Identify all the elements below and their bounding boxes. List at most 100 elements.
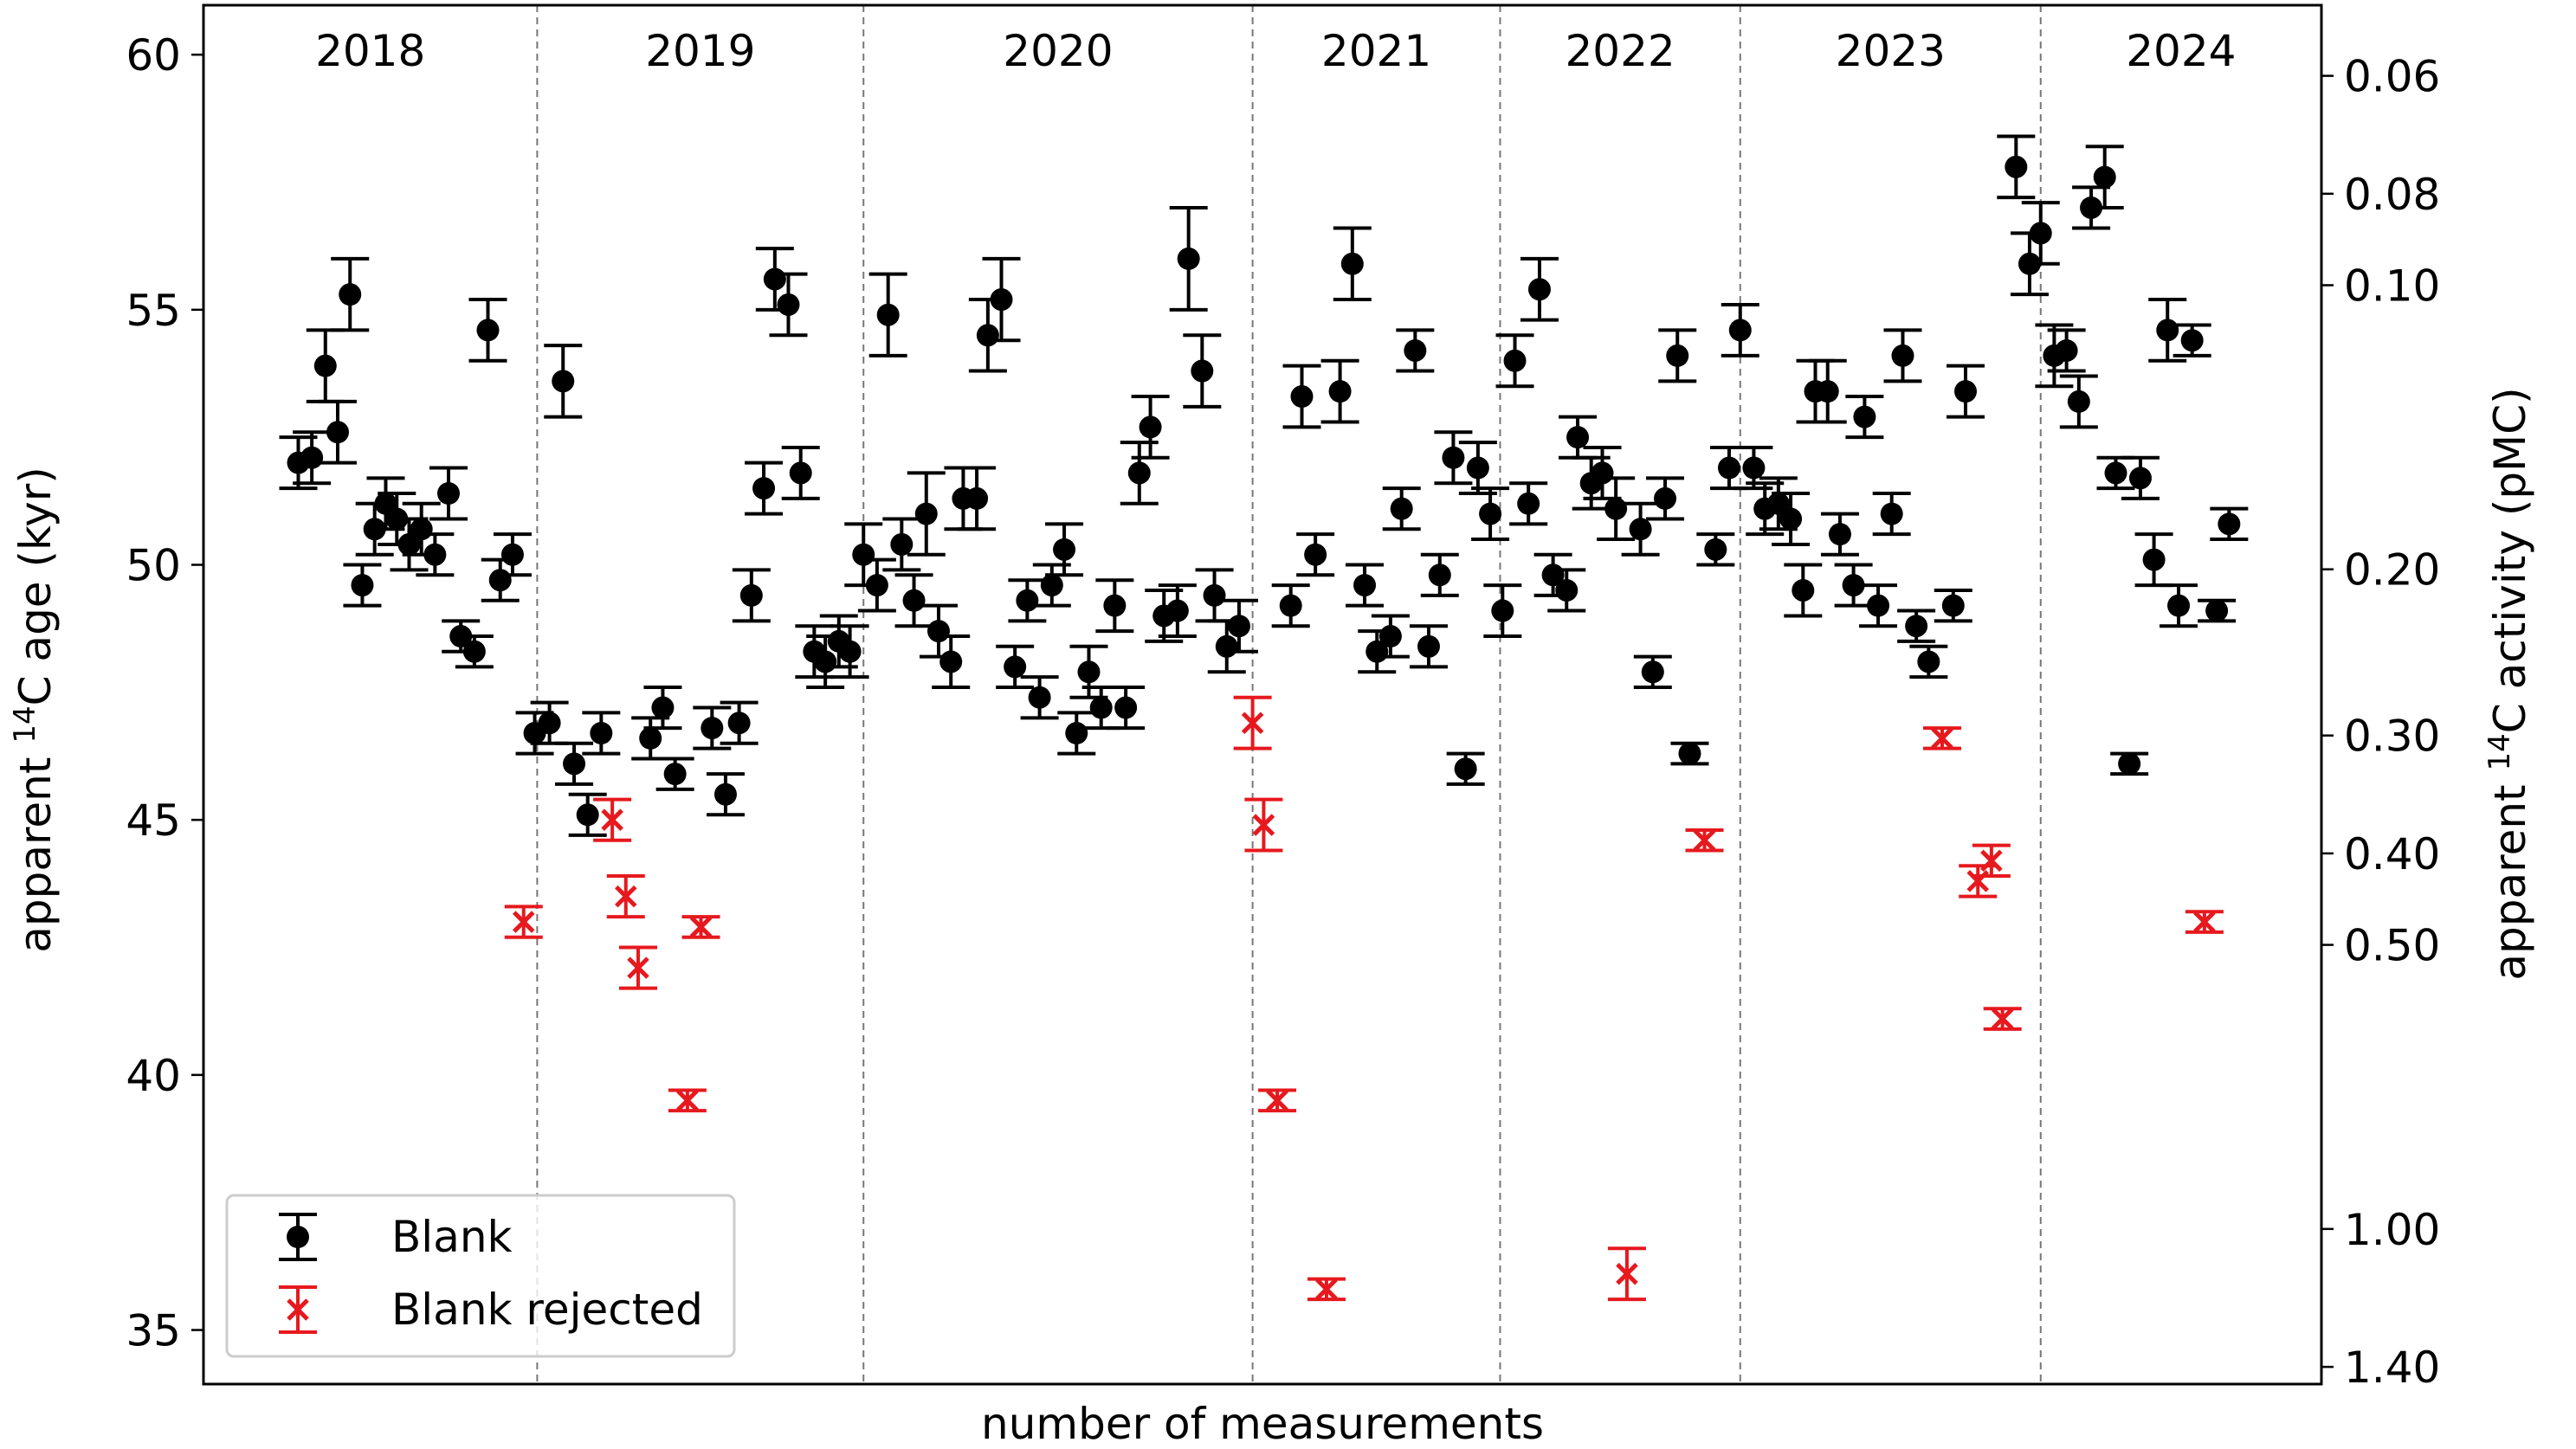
marker-dot — [1404, 338, 1427, 362]
marker-dot — [651, 696, 675, 719]
marker-dot — [1454, 757, 1477, 781]
marker-dot — [852, 543, 875, 566]
year-label: 2022 — [1565, 26, 1675, 76]
year-label: 2024 — [2126, 26, 2236, 76]
marker-dot — [2005, 155, 2028, 178]
marker-dot — [462, 640, 486, 663]
marker-dot — [1842, 574, 1865, 597]
marker-dot — [1065, 721, 1088, 744]
marker-dot — [777, 293, 800, 316]
y-tick-label: 60 — [126, 30, 181, 80]
marker-dot — [2205, 599, 2229, 622]
marker-dot — [423, 543, 447, 566]
marker-dot — [2180, 329, 2204, 352]
marker-dot — [1891, 344, 1914, 367]
marker-dot — [1742, 456, 1766, 480]
marker-dot — [1555, 578, 1579, 602]
y2-tick-label: 1.00 — [2344, 1205, 2440, 1255]
marker-dot — [727, 712, 751, 735]
marker-dot — [1390, 497, 1413, 520]
marker-dot — [287, 1226, 309, 1248]
marker-dot — [1328, 380, 1352, 403]
marker-dot — [2142, 548, 2166, 571]
marker-dot — [1279, 594, 1302, 617]
marker-x — [676, 1089, 699, 1112]
marker-dot — [1792, 578, 1815, 602]
marker-dot — [1604, 497, 1628, 520]
marker-dot — [1428, 564, 1451, 587]
marker-dot — [1378, 625, 1402, 648]
marker-dot — [436, 482, 460, 506]
year-label: 2021 — [1321, 26, 1431, 76]
marker-dot — [1654, 486, 1677, 510]
marker-dot — [1442, 446, 1465, 469]
y-tick-label: 40 — [126, 1051, 181, 1101]
marker-dot — [763, 267, 786, 291]
marker-dot — [1177, 247, 1200, 270]
marker-dot — [1766, 492, 1790, 515]
marker-dot — [1353, 574, 1377, 597]
marker-dot — [890, 532, 914, 556]
marker-dot — [1867, 594, 1890, 617]
marker-dot — [1728, 319, 1752, 342]
marker-dot — [538, 712, 561, 735]
marker-x — [1931, 727, 1953, 750]
marker-dot — [1417, 634, 1440, 658]
marker-dot — [2093, 165, 2116, 189]
marker-dot — [1040, 574, 1063, 597]
marker-x — [1241, 712, 1264, 734]
marker-dot — [488, 569, 512, 592]
marker-dot — [1053, 538, 1076, 561]
y2-label-sup: 14 — [2482, 733, 2517, 770]
marker-dot — [1340, 252, 1364, 275]
marker-dot — [739, 583, 763, 607]
y-axis-label: apparent 14C age (kyr) — [8, 467, 61, 953]
marker-dot — [1517, 492, 1540, 515]
y-label-prefix: apparent — [10, 744, 61, 953]
marker-dot — [1666, 344, 1689, 367]
marker-dot — [2055, 338, 2078, 362]
marker-dot — [1227, 615, 1250, 638]
marker-x — [1252, 814, 1275, 836]
legend-box — [225, 1194, 736, 1358]
marker-x — [512, 911, 535, 933]
marker-dot — [1139, 415, 1162, 439]
y-label-suffix: C age (kyr) — [10, 467, 61, 705]
marker-dot — [1591, 461, 1614, 485]
marker-dot — [1917, 650, 1940, 673]
marker-dot — [1853, 405, 1876, 428]
marker-dot — [789, 461, 812, 485]
marker-dot — [300, 446, 324, 469]
legend-label: Blank rejected — [391, 1285, 703, 1335]
marker-dot — [2128, 467, 2152, 490]
marker-x — [287, 1298, 309, 1321]
legend: Blank Blank rejected — [225, 1194, 736, 1358]
marker-dot — [1077, 660, 1101, 684]
y2-label-prefix: apparent — [2485, 770, 2535, 980]
marker-dot — [939, 650, 963, 673]
marker-dot — [902, 589, 926, 612]
marker-x — [1693, 828, 1716, 852]
marker-x — [2193, 911, 2216, 933]
marker-dot — [1816, 380, 1839, 403]
marker-dot — [1089, 696, 1113, 719]
marker-dot — [1641, 660, 1664, 684]
marker-dot — [639, 726, 662, 750]
y2-tick-label: 0.40 — [2344, 829, 2440, 879]
y2-tick-label: 0.08 — [2344, 170, 2440, 220]
marker-dot — [563, 752, 586, 776]
marker-dot — [326, 421, 350, 444]
marker-dot — [713, 782, 737, 806]
marker-dot — [1304, 543, 1327, 566]
marker-dot — [1127, 461, 1151, 485]
marker-dot — [1215, 634, 1238, 658]
marker-dot — [1717, 456, 1740, 480]
marker-dot — [1678, 742, 1701, 765]
legend-label: Blank — [391, 1212, 513, 1262]
marker-dot — [500, 543, 524, 566]
marker-dot — [590, 721, 613, 744]
marker-dot — [2156, 319, 2179, 342]
y2-tick-label: 0.20 — [2344, 545, 2440, 596]
marker-dot — [1016, 589, 1039, 612]
